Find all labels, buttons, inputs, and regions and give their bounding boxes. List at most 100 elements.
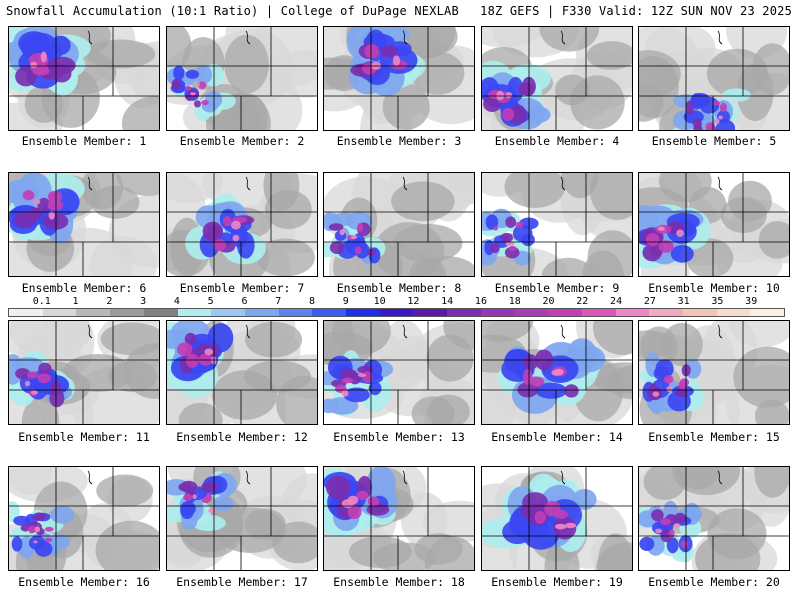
snowfall-blob (166, 172, 224, 203)
snowfall-blob (426, 334, 474, 382)
colorbar-tick-label: 9 (342, 296, 349, 307)
map-title: Snowfall Accumulation (10:1 Ratio) | Col… (6, 4, 459, 18)
colorbar-swatch (177, 309, 212, 316)
snowfall-blob (205, 492, 212, 502)
snowfall-blob (685, 100, 694, 115)
snowfall-blob (655, 359, 674, 379)
snowfall-blob (194, 100, 201, 108)
snowfall-blob (589, 172, 633, 220)
snowfall-blob (350, 234, 358, 240)
snowfall-map (481, 320, 633, 425)
snowfall-blob (213, 239, 227, 251)
snowfall-blob (415, 256, 475, 277)
ensemble-member-label: Ensemble Member: 12 (176, 430, 308, 444)
colorbar-swatch (42, 309, 77, 316)
snowfall-blob (232, 234, 240, 242)
snowfall-blob (674, 523, 680, 528)
snowfall-blob (481, 320, 534, 342)
map-frame (481, 320, 633, 425)
snowfall-blob (272, 521, 318, 564)
snowfall-map (8, 320, 160, 425)
snowfall-map (166, 172, 318, 277)
colorbar-tick-label: 0.1 (32, 296, 51, 307)
snowfall-blob (32, 198, 41, 205)
snowfall-blob (49, 56, 76, 74)
colorbar-swatch (110, 309, 144, 316)
snowfall-blob (224, 34, 269, 94)
state-boundary-line (717, 176, 723, 191)
map-frame (8, 320, 160, 425)
snowfall-colorbar: 0.1 1 2 3 4 5 6 7 8 9 10 12 14 16 18 20 22 24 27 31 35 39 (8, 296, 785, 318)
snowfall-map (638, 172, 790, 277)
snowfall-blob (544, 501, 561, 517)
snowfall-blob (668, 529, 675, 538)
snowfall-blob (231, 220, 241, 230)
snowfall-contours (638, 466, 790, 571)
state-boundary-line (87, 176, 93, 191)
snowfall-blob (661, 322, 703, 367)
colorbar-swatch (514, 309, 549, 316)
map-frame (8, 172, 160, 277)
snowfall-blob (190, 92, 196, 96)
snowfall-map (638, 466, 790, 571)
snowfall-blob (712, 100, 720, 106)
colorbar-swatch (683, 309, 717, 316)
snowfall-blob (349, 536, 412, 568)
colorbar-tick-label: 3 (140, 296, 147, 307)
colorbar-tick-label: 39 (745, 296, 758, 307)
state-boundaries (481, 320, 633, 425)
snowfall-blob (382, 83, 430, 130)
snowfall-map (8, 26, 160, 131)
snowfall-blob (11, 536, 23, 552)
snowfall-blob (693, 118, 702, 130)
ensemble-map-panel (8, 26, 160, 131)
snowfall-blob (722, 88, 751, 102)
snowfall-blob (565, 522, 577, 529)
snowfall-blob (598, 533, 633, 571)
snowfall-blob (15, 368, 31, 380)
snowfall-blob (222, 216, 232, 227)
colorbar-swatch (649, 309, 684, 316)
snowfall-blob (28, 535, 46, 551)
snowfall-blob (243, 360, 312, 393)
state-boundaries (638, 320, 790, 425)
snowfall-blob (485, 214, 499, 230)
map-frame (323, 26, 475, 131)
colorbar-tick-label: 10 (373, 296, 386, 307)
snowfall-blob (20, 32, 59, 61)
snowfall-blob (676, 229, 684, 237)
snowfall-blob (392, 55, 401, 66)
snowfall-blob (341, 499, 354, 509)
snowfall-blob (678, 381, 687, 390)
snowfall-blob (666, 386, 673, 392)
snowfall-blob (706, 48, 768, 98)
snowfall-blob (652, 391, 660, 397)
state-boundaries (166, 26, 318, 131)
map-frame (323, 172, 475, 277)
ensemble-member-label: Ensemble Member: 20 (648, 575, 780, 589)
state-boundary-line (245, 324, 251, 339)
snowfall-blob (15, 66, 37, 87)
snowfall-blob (213, 495, 234, 512)
snowfall-blob (534, 511, 546, 524)
colorbar-swatch (278, 309, 313, 316)
ensemble-map-panel (481, 172, 633, 277)
snowfall-blob (347, 504, 362, 520)
snowfall-contours (481, 172, 633, 277)
snowfall-blob (121, 96, 160, 131)
colorbar-tick-label: 8 (309, 296, 316, 307)
colorbar-tick-label: 6 (241, 296, 248, 307)
ensemble-map-panel (323, 26, 475, 131)
snowfall-blob (651, 509, 664, 522)
ensemble-member-label: Ensemble Member: 4 (494, 134, 620, 148)
snowfall-contours (323, 466, 475, 571)
snowfall-blob (493, 226, 499, 231)
colorbar-tick-label: 4 (173, 296, 180, 307)
snowfall-contours (638, 172, 790, 277)
map-frame (8, 26, 160, 131)
snowfall-blob (638, 56, 679, 119)
snowfall-blob (194, 64, 213, 85)
snowfall-blob (40, 51, 47, 63)
snowfall-blob (198, 81, 207, 89)
snowfall-blob (21, 396, 60, 425)
